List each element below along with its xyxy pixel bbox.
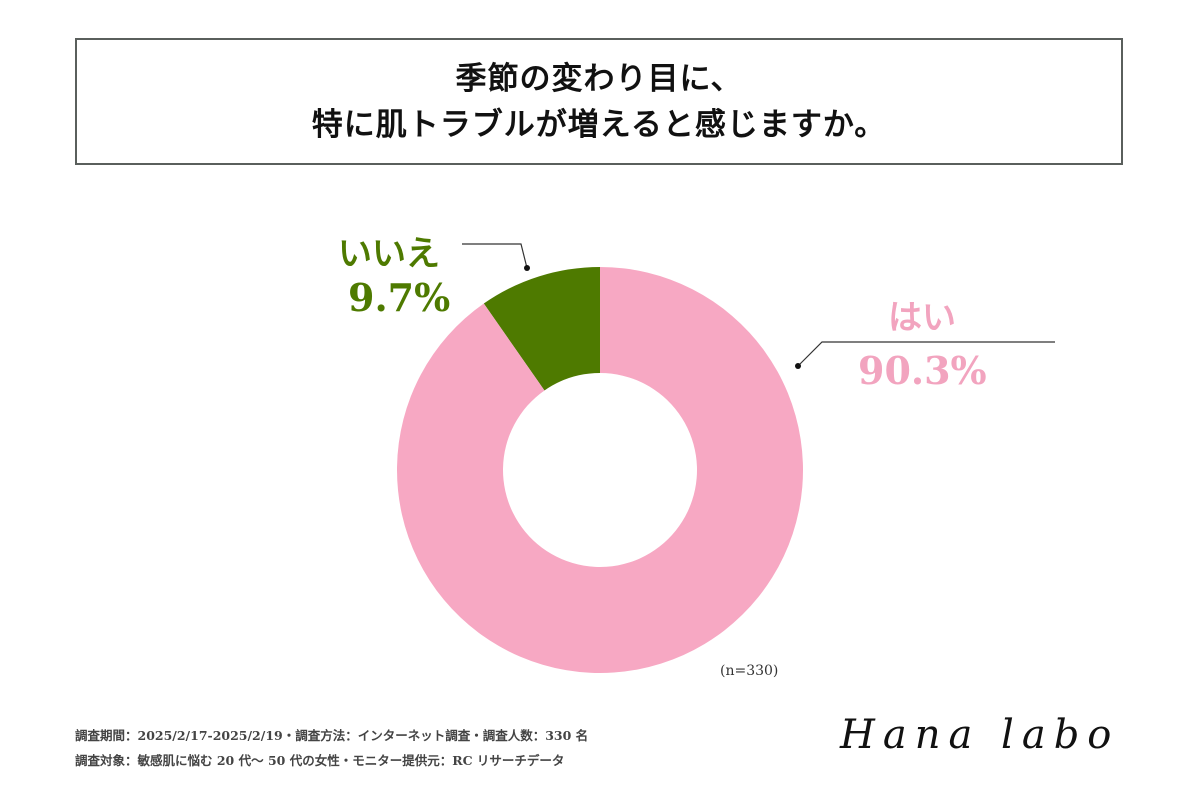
footer-survey-info: 調査期間：2025/2/17-2025/2/19・調査方法：インターネット調査・… [75,728,589,743]
slice-label-yes: はい [888,298,956,338]
brand-logo: Hana labo [840,712,1120,758]
sample-size-note: (n=330) [720,663,779,679]
donut-slice-yes [397,267,803,673]
slice-label-no: いいえ [338,234,440,274]
no-leader-line [462,243,528,269]
chart-title-line-1: 季節の変わり目に、 [455,60,743,97]
yes-leader-dot [795,363,801,369]
no-leader-dot [524,265,530,271]
footer-survey-target: 調査対象：敏感肌に悩む 20 代〜 50 代の女性・モニター提供元：RC リサー… [75,753,565,768]
yes-leader-line [797,341,1055,367]
chart-title-box: 季節の変わり目に、 特に肌トラブルが増えると感じますか。 [75,38,1123,165]
chart-title-line-2: 特に肌トラブルが増えると感じますか。 [311,106,887,143]
slice-value-no: 9.7% [348,275,451,320]
slice-value-yes: 90.3% [858,348,987,393]
donut-slice-no [483,267,600,391]
